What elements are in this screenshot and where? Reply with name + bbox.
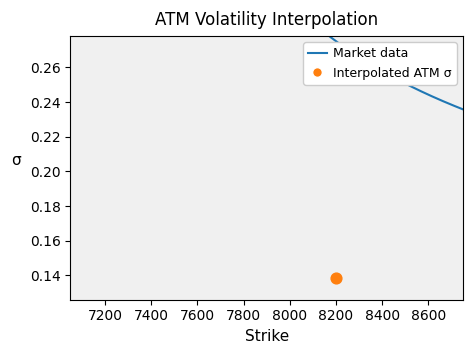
Title: ATM Volatility Interpolation: ATM Volatility Interpolation [155,11,378,29]
Legend: Market data, Interpolated ATM σ: Market data, Interpolated ATM σ [303,43,456,85]
X-axis label: Strike: Strike [245,329,289,344]
Point [332,275,340,281]
Y-axis label: σ: σ [11,153,21,168]
